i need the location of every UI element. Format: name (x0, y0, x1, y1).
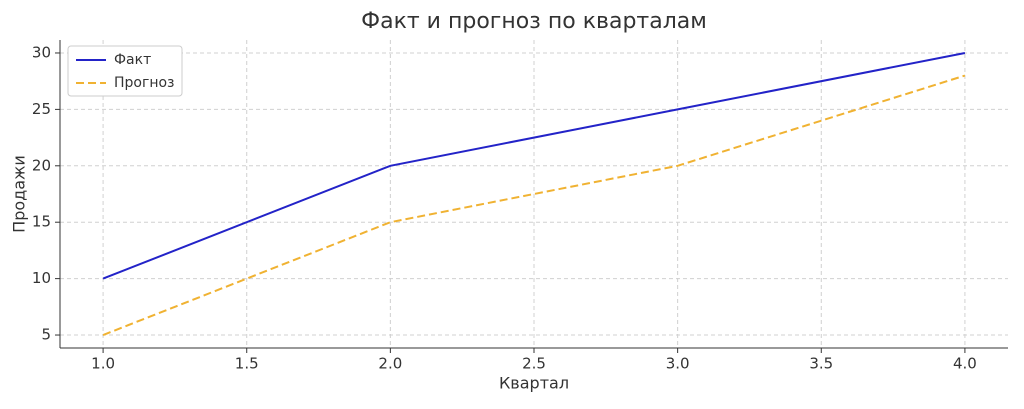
y-tick-label: 15 (32, 213, 51, 231)
legend-label: Прогноз (114, 75, 175, 91)
legend-box (67, 45, 183, 97)
line-series (102, 74, 966, 336)
y-tick-label: 10 (32, 269, 51, 287)
x-tick-label: 4.0 (953, 355, 977, 373)
y-tick-label: 30 (32, 43, 51, 61)
x-tick-label: 2.5 (522, 355, 546, 373)
x-axis-label: Квартал (499, 374, 569, 393)
x-tick-label: 3.5 (809, 355, 833, 373)
x-tick-label: 1.0 (91, 355, 115, 373)
y-tick-label: 20 (32, 156, 51, 174)
y-tick-label: 25 (32, 100, 51, 118)
x-tick-label: 2.0 (378, 355, 402, 373)
chart-title: Факт и прогноз по кварталам (361, 9, 707, 34)
line-series (102, 51, 966, 280)
x-tick-label: 1.5 (235, 355, 259, 373)
legend: Факт Прогноз (67, 45, 183, 97)
y-tick-label: 5 (41, 326, 51, 344)
legend-label: Факт (114, 52, 151, 68)
x-tick-label: 3.0 (666, 355, 690, 373)
y-axis-label: Продажи (10, 155, 29, 233)
